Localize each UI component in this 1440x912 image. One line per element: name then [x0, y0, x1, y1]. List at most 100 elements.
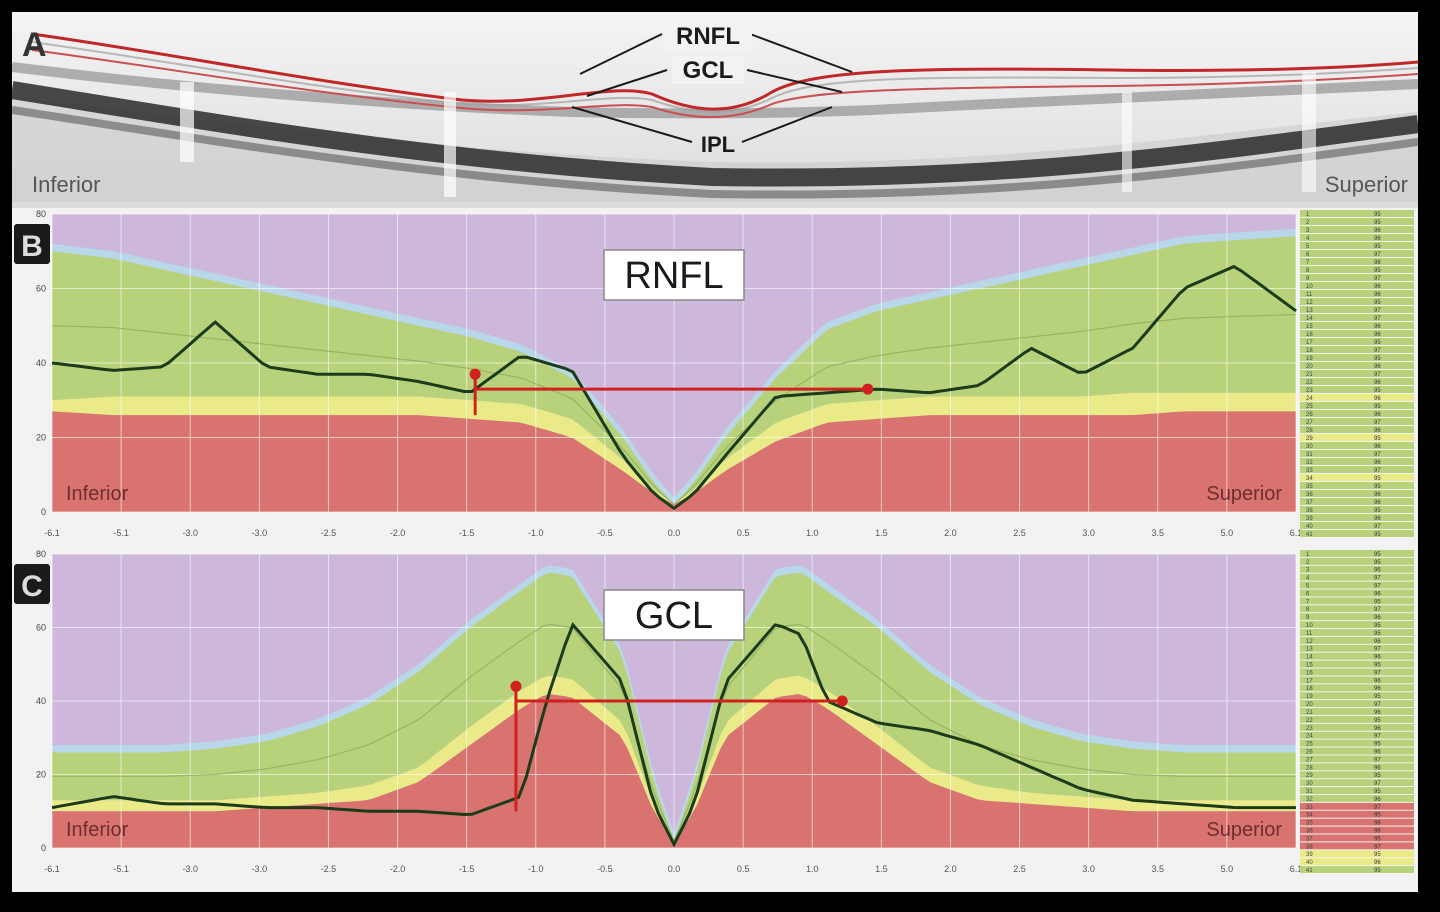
gcl-xtick-label: 1.5 [875, 864, 888, 874]
rnfl-marker-top [469, 368, 481, 380]
gcl-table-cell [1300, 810, 1414, 818]
rnfl-table-value: 97 [1374, 316, 1381, 322]
gcl-table-cell [1300, 668, 1414, 676]
rnfl-table-index: 34 [1306, 476, 1313, 482]
rnfl-table-value: 95 [1374, 212, 1381, 218]
rnfl-table-value: 96 [1374, 228, 1381, 234]
rnfl-table-index: 29 [1306, 436, 1313, 442]
rnfl-table-cell [1300, 314, 1414, 321]
rnfl-table-index: 5 [1306, 244, 1310, 250]
gcl-xtick-label: -6.1 [44, 864, 60, 874]
gcl-table-cell [1300, 700, 1414, 708]
gcl-table-value: 96 [1374, 678, 1381, 684]
gcl-xtick-label: 0.0 [668, 864, 681, 874]
gcl-table-cell [1300, 802, 1414, 810]
rnfl-marker-end [862, 383, 874, 395]
rnfl-table-index: 28 [1306, 428, 1313, 434]
gcl-table-value: 96 [1374, 860, 1381, 866]
gcl-xtick-label: 3.0 [1082, 864, 1095, 874]
rnfl-table-value: 95 [1374, 436, 1381, 442]
rnfl-table-value: 95 [1374, 268, 1381, 274]
rnfl-boundary-line [31, 32, 1418, 111]
rnfl-table-cell [1300, 410, 1414, 417]
rnfl-table-cell [1300, 266, 1414, 273]
gcl-table-value: 97 [1374, 757, 1381, 763]
rnfl-table-cell [1300, 466, 1414, 473]
gcl-table-cell [1300, 573, 1414, 581]
rnfl-table-index: 4 [1306, 236, 1310, 242]
rnfl-table-cell [1300, 378, 1414, 385]
rnfl-table-index: 39 [1306, 516, 1313, 522]
rnfl-table-value: 97 [1374, 372, 1381, 378]
gcl-table-cell [1300, 866, 1414, 873]
gcl-table-value: 95 [1374, 773, 1381, 779]
gcl-table-cell [1300, 652, 1414, 660]
rnfl-table-index: 30 [1306, 444, 1313, 450]
rnfl-table-cell [1300, 442, 1414, 449]
rnfl-table-value: 95 [1374, 388, 1381, 394]
gcl-xtick-label: 2.0 [944, 864, 957, 874]
rnfl-borderline-band [52, 392, 1296, 505]
gcl-table-cell [1300, 739, 1414, 747]
gcl-table-value: 95 [1374, 694, 1381, 700]
rnfl-table-cell [1300, 498, 1414, 505]
gcl-xtick-label: -1.0 [528, 864, 544, 874]
rnfl-table-index: 16 [1306, 332, 1313, 338]
oct-artifact [1122, 92, 1132, 192]
rnfl-xtick-label: -3.0 [182, 528, 198, 538]
gcl-table-index: 14 [1306, 655, 1313, 661]
gcl-table-cell [1300, 834, 1414, 842]
rnfl-table-cell [1300, 354, 1414, 361]
oct-artifact [180, 82, 194, 162]
rnfl-table-index: 38 [1306, 508, 1313, 514]
gcl-table-index: 25 [1306, 742, 1313, 748]
gcl-table-cell [1300, 771, 1414, 779]
rnfl-table-value: 96 [1374, 236, 1381, 242]
rnfl-table-cell [1300, 322, 1414, 329]
rnfl-xtick-label: 1.0 [806, 528, 819, 538]
rnfl-table-index: 21 [1306, 372, 1313, 378]
gcl-title: GCL [635, 595, 713, 637]
gcl-table-value: 95 [1374, 599, 1381, 605]
gcl-table-cell [1300, 589, 1414, 597]
gcl-ytick-label: 80 [36, 549, 46, 559]
rnfl-table-value: 97 [1374, 308, 1381, 314]
gcl-table-value: 97 [1374, 805, 1381, 811]
gcl-ytick-label: 60 [36, 623, 46, 633]
rnfl-measurement-marker [469, 368, 874, 416]
rnfl-patient-line [51, 264, 1297, 511]
rnfl-table-cell [1300, 346, 1414, 353]
gcl-table-index: 5 [1306, 584, 1310, 590]
gcl-table-value: 96 [1374, 765, 1381, 771]
rnfl-ytick-label: 20 [36, 433, 46, 443]
gcl-layer-label: GCL [683, 57, 734, 84]
gcl-table-index: 41 [1306, 868, 1313, 874]
gcl-table-index: 13 [1306, 647, 1313, 653]
gcl-table-index: 33 [1306, 805, 1313, 811]
panel-letter-a: A [22, 26, 47, 64]
rnfl-table-value: 95 [1374, 508, 1381, 514]
gcl-table-index: 28 [1306, 765, 1313, 771]
rnfl-table-value: 95 [1374, 300, 1381, 306]
figure-svg: RNFL GCL IPL Inferior Superior A 0204060… [12, 12, 1418, 874]
rnfl-table-value: 97 [1374, 468, 1381, 474]
gcl-table-value: 96 [1374, 639, 1381, 645]
rnfl-table-index: 20 [1306, 364, 1313, 370]
gcl-table-value: 96 [1374, 568, 1381, 574]
rnfl-inferior-label: Inferior [66, 483, 129, 505]
gcl-side-table: 1 95 2 95 3 96 4 97 5 97 6 96 7 95 8 97 9 96 10 95 11 95 12 96 1… [1300, 550, 1414, 874]
rnfl-superior-label: Superior [1206, 483, 1282, 505]
figure-frame: RNFL GCL IPL Inferior Superior A 0 20 40 60… [12, 12, 1418, 892]
rnfl-table-cell [1300, 234, 1414, 241]
gcl-xtick-label: -0.5 [597, 864, 613, 874]
gcl-xtick-label: -3.0 [182, 864, 198, 874]
rnfl-xtick-label: -6.1 [44, 528, 60, 538]
rnfl-table-value: 96 [1374, 324, 1381, 330]
rnfl-xtick-label: 3.5 [1152, 528, 1165, 538]
rnfl-table-value: 95 [1374, 356, 1381, 362]
gcl-chart-panel: 0 20 40 60 80 -6.1 -5.1 -3.0 -3.0 -2.5 -2.0 -1.5 -1.… [14, 549, 1414, 874]
oct-ipl-band [12, 62, 1418, 119]
gcl-table-value: 95 [1374, 813, 1381, 819]
gcl-panel-letter: C [21, 570, 43, 603]
rnfl-table-index: 6 [1306, 252, 1310, 258]
